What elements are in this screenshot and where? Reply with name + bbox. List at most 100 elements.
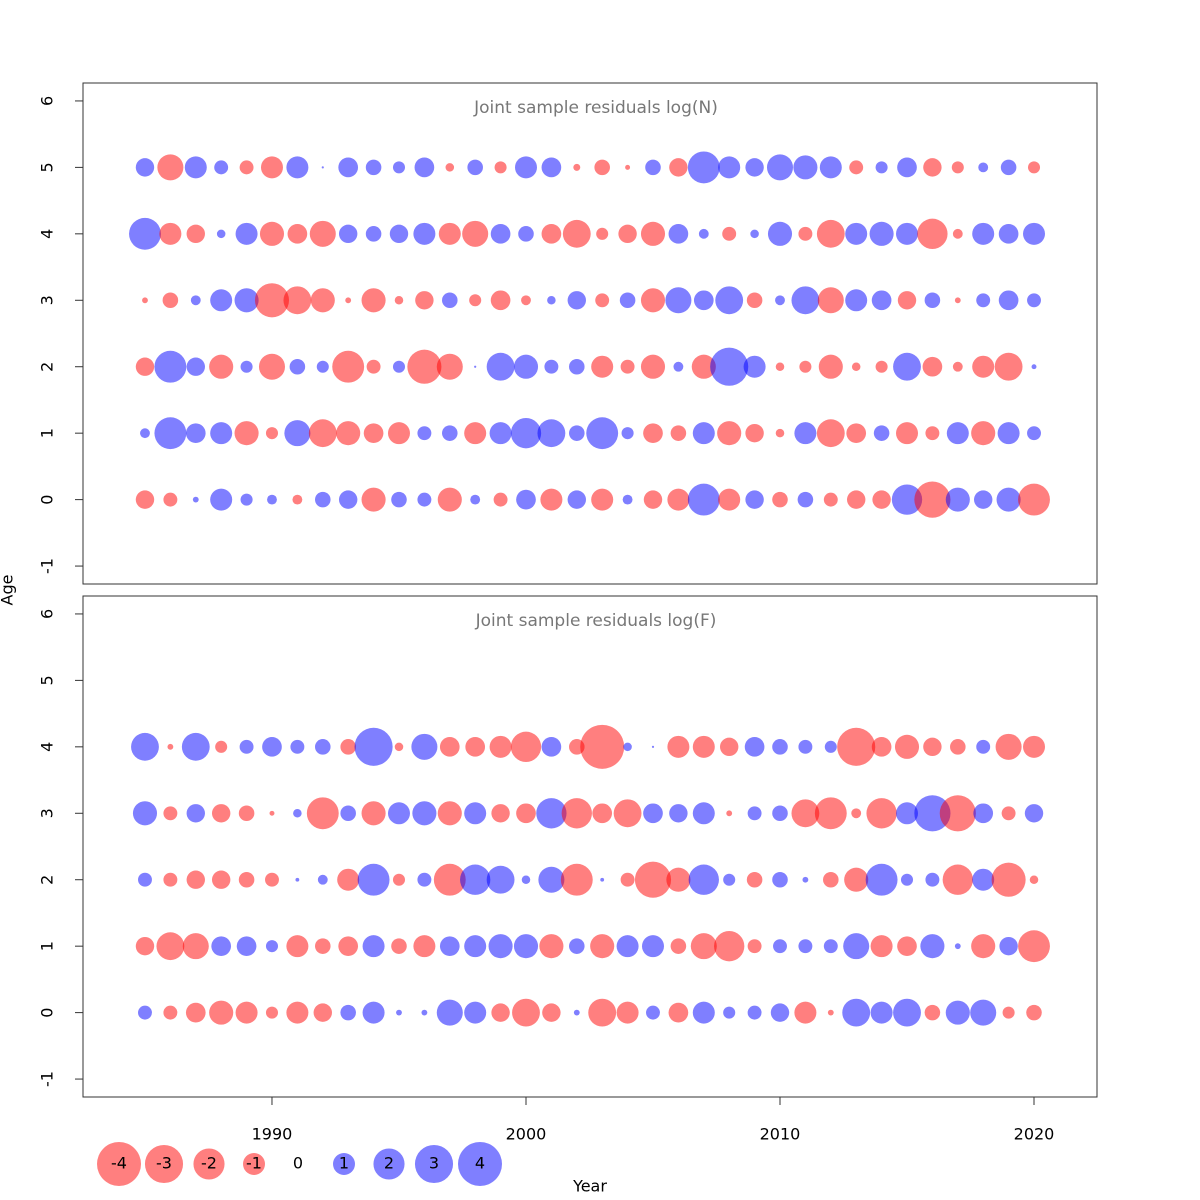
bubble [464, 802, 487, 825]
bubble [265, 940, 279, 953]
bubble [154, 350, 187, 383]
bubble [488, 934, 513, 959]
bubble [560, 863, 593, 896]
bubble [772, 491, 788, 508]
bubble [976, 293, 991, 308]
bubble [210, 422, 233, 445]
bubble [415, 291, 434, 310]
bubble [210, 289, 233, 312]
bubble [772, 739, 788, 755]
bubble [216, 229, 226, 239]
bubble [238, 871, 255, 888]
bubble [569, 425, 585, 441]
legend-bubble [97, 1142, 141, 1186]
bubble [313, 1003, 332, 1022]
bubble [510, 418, 542, 449]
bubble [412, 801, 437, 826]
bubble [842, 998, 871, 1027]
bubble [338, 157, 359, 178]
bubble [490, 290, 511, 311]
bubble [592, 803, 613, 824]
x-tick-label: 2000 [506, 1125, 547, 1144]
x-axis-label: Year [572, 1177, 607, 1196]
bubble [870, 1001, 893, 1024]
bubble [773, 939, 787, 954]
bubble [843, 933, 870, 960]
bubble [163, 492, 178, 507]
bubble [794, 1001, 817, 1024]
bubble [643, 423, 663, 444]
bubble [954, 297, 961, 304]
legend-bubble [373, 1148, 405, 1180]
bubble [489, 735, 512, 758]
bubble [308, 419, 337, 448]
bubble [469, 294, 482, 307]
bubble [692, 802, 715, 825]
bubble [362, 1001, 385, 1024]
legend-label: -4 [111, 1154, 127, 1173]
bubble [665, 287, 692, 314]
bubble [924, 1004, 941, 1021]
y-tick-label: 6 [38, 96, 57, 106]
bubble [667, 735, 690, 758]
bubble [995, 733, 1022, 760]
bubble [745, 423, 764, 443]
bubble [978, 162, 989, 173]
bubble [600, 877, 605, 882]
bubble [914, 481, 951, 518]
bubble [666, 867, 691, 892]
bubble [893, 352, 921, 381]
bubble [621, 427, 634, 440]
bubble [691, 354, 716, 379]
bubble [315, 491, 331, 508]
bubble [924, 292, 941, 309]
bubble [138, 872, 152, 887]
bubble [798, 739, 813, 754]
bubble [643, 490, 663, 509]
bubble [433, 863, 466, 896]
bubble [851, 808, 862, 819]
bubble [747, 1005, 762, 1020]
y-tick-label: 5 [38, 675, 57, 685]
bubble [293, 809, 302, 818]
bubble [310, 288, 335, 313]
bubble [129, 217, 161, 250]
bubble [974, 490, 993, 509]
bubble [971, 934, 996, 959]
bubble [669, 804, 688, 823]
bubble [794, 422, 817, 445]
bubble [569, 358, 585, 375]
bubble [668, 223, 689, 244]
bubble [387, 422, 410, 445]
bubble [616, 1001, 639, 1024]
bubble [802, 876, 809, 883]
plot-frame [82, 595, 1098, 1098]
bubble [746, 292, 763, 309]
bubble [411, 733, 438, 760]
bubble [262, 736, 282, 757]
bubble [634, 861, 672, 898]
bubble [286, 935, 309, 958]
bubble [239, 160, 254, 175]
bubble [439, 736, 460, 757]
bubble [181, 732, 210, 761]
bubble [775, 295, 785, 306]
bubble [567, 490, 586, 509]
bubble [340, 1004, 356, 1021]
bubble [717, 421, 742, 446]
bubble [972, 355, 995, 378]
bubble [236, 936, 257, 957]
bubble [844, 867, 869, 892]
bubble [539, 934, 564, 959]
bubble [167, 743, 174, 750]
bubble [719, 737, 739, 757]
bubble [211, 936, 232, 957]
bubble [442, 292, 458, 309]
bubble [920, 934, 945, 959]
bubble [518, 226, 534, 242]
bubble [321, 166, 324, 169]
bubble [514, 156, 537, 179]
bubble [925, 426, 940, 441]
bubble [687, 483, 720, 516]
bubble [417, 492, 432, 507]
